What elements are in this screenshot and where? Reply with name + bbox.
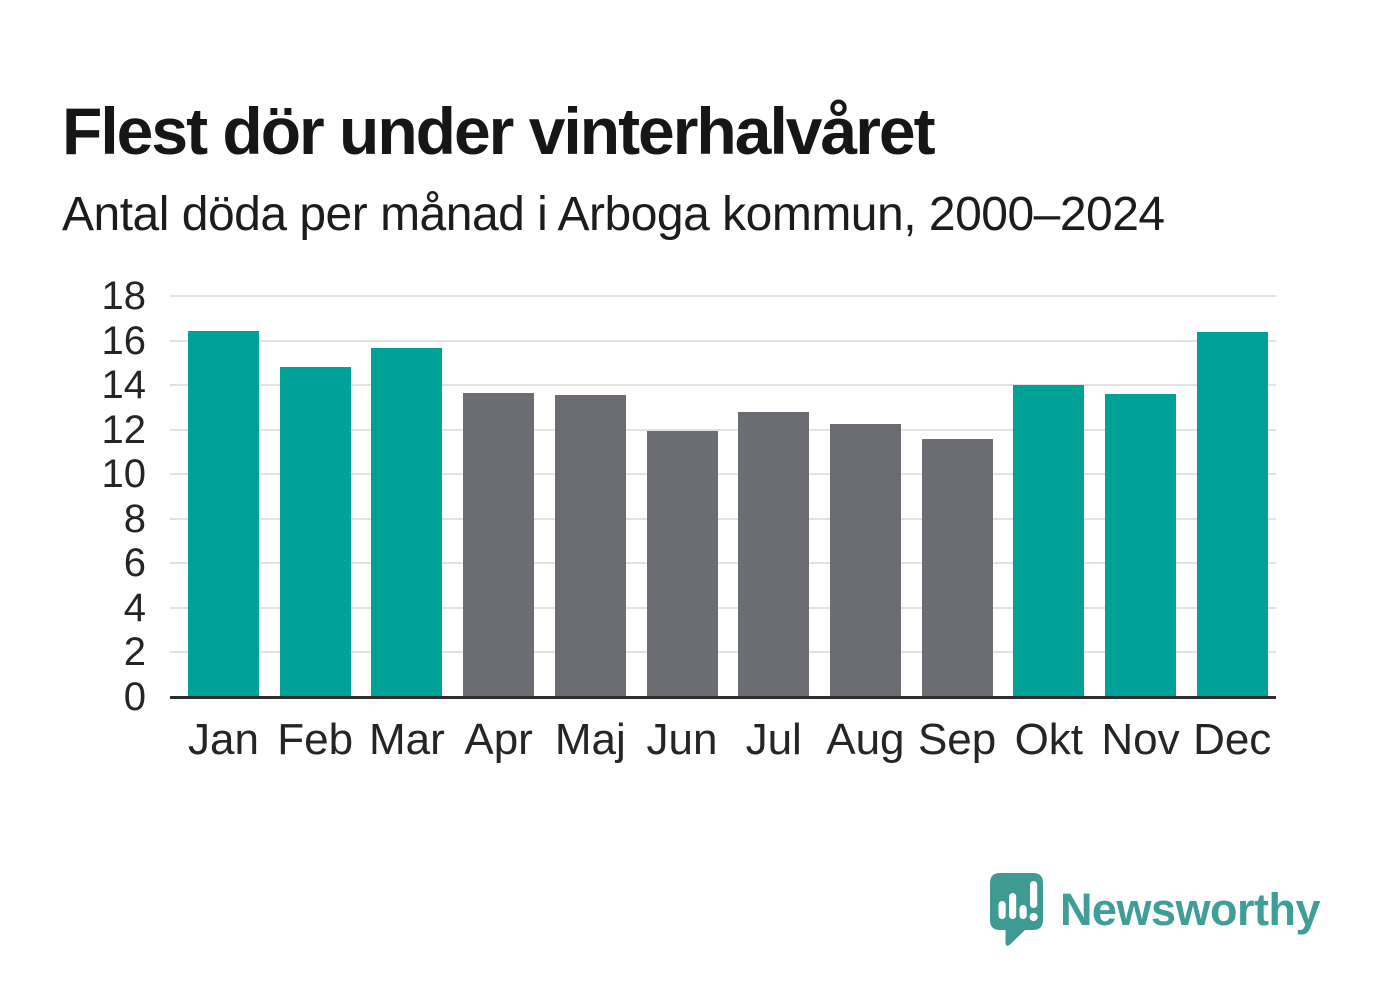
- x-tick-label-mar: Mar: [369, 715, 445, 764]
- bar-dec[interactable]: [1196, 331, 1268, 697]
- gridline: [170, 562, 1276, 565]
- bar-feb[interactable]: [279, 367, 351, 697]
- x-tick-label-okt: Okt: [1014, 715, 1084, 764]
- gridline: [170, 295, 1276, 297]
- x-tick-label-jan: Jan: [188, 715, 259, 764]
- newsworthy-logo-icon: [989, 873, 1043, 946]
- bar-apr[interactable]: [463, 392, 535, 697]
- gridline: [170, 517, 1276, 520]
- newsworthy-logo[interactable]: Newsworthy: [988, 872, 1321, 946]
- y-tick-label: 14: [101, 363, 147, 408]
- y-tick-label: 4: [123, 585, 146, 630]
- y-tick-label: 0: [123, 675, 146, 719]
- x-axis-line: [170, 695, 1276, 699]
- gridline: [170, 651, 1276, 654]
- bar-jan[interactable]: [187, 330, 259, 697]
- x-tick-label-dec: Dec: [1193, 715, 1272, 764]
- y-tick-label: 8: [123, 496, 146, 541]
- chart-subtitle: Antal döda per månad i Arboga kommun, 20…: [62, 188, 1165, 241]
- x-axis-labels: Jan Feb Mar Apr Maj Jun Jul Aug Sep Okt Nov Dec: [170, 715, 1276, 776]
- chart-title: Flest dör under vinterhalvåret: [62, 94, 936, 169]
- x-tick-label-feb: Feb: [277, 715, 354, 764]
- bar-nov[interactable]: [1105, 394, 1176, 697]
- y-axis-labels: 0 2 4 6 8 10 12 14 16 18: [0, 276, 147, 717]
- x-tick-label-maj: Maj: [554, 715, 626, 764]
- bar-sep[interactable]: [921, 438, 993, 697]
- plot-area: [170, 295, 1276, 699]
- y-tick-label: 2: [123, 630, 146, 675]
- y-tick-label: 16: [101, 318, 147, 363]
- bar-jul[interactable]: [738, 411, 810, 697]
- x-tick-label-apr: Apr: [464, 715, 533, 764]
- gridline: [170, 339, 1276, 342]
- y-tick-label: 18: [101, 274, 147, 318]
- bar-maj[interactable]: [554, 395, 626, 697]
- y-tick-label: 6: [123, 541, 146, 586]
- x-tick-label-aug: Aug: [826, 715, 905, 764]
- x-tick-label-sep: Sep: [917, 715, 997, 764]
- x-tick-label-jul: Jul: [745, 715, 802, 764]
- bar-okt[interactable]: [1013, 385, 1085, 697]
- gridline: [170, 428, 1276, 431]
- y-tick-label: 10: [101, 452, 147, 497]
- x-tick-label-nov: Nov: [1101, 715, 1180, 764]
- bar-aug[interactable]: [829, 424, 901, 697]
- gridline: [170, 473, 1276, 476]
- newsworthy-logo-text: Newsworthy: [1059, 883, 1321, 935]
- bar-jun[interactable]: [646, 430, 718, 697]
- bar-mar[interactable]: [371, 348, 443, 697]
- gridline: [170, 384, 1276, 387]
- y-tick-label: 12: [101, 407, 147, 452]
- x-tick-label-jun: Jun: [646, 715, 718, 764]
- gridline: [170, 606, 1276, 609]
